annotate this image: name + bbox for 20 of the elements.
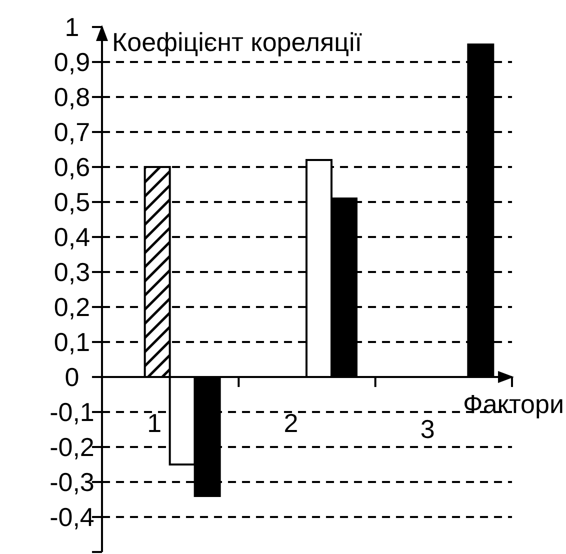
y-tick-label: 0,3: [54, 257, 90, 287]
y-tick-label: -0,1: [50, 397, 94, 427]
y-tick-label: -0,3: [50, 467, 94, 497]
y-tick-label: 0,9: [54, 47, 90, 77]
y-tick-label: 0,8: [54, 82, 90, 112]
y-tick-label: 0,7: [54, 117, 90, 147]
y-tick-label: 0: [64, 362, 80, 392]
x-tick-label: 1: [147, 408, 162, 438]
x-tick-label: 2: [284, 408, 298, 438]
x-tick-label: 3: [420, 414, 435, 444]
y-axis-title: Коефіцієнт кореляції: [112, 27, 362, 57]
x-axis-title: Фактори: [463, 389, 564, 419]
y-tick-label: 0,6: [54, 152, 90, 182]
y-tick-label: 0,4: [54, 222, 90, 252]
y-tick-label: 0,2: [54, 292, 90, 322]
y-tick-label: 0,1: [54, 327, 90, 357]
y-tick-label: 0,5: [54, 187, 90, 217]
y-tick-label: -0,2: [50, 432, 94, 462]
y-tick-label: 1: [64, 12, 80, 42]
y-tick-label: -0,4: [50, 502, 94, 532]
